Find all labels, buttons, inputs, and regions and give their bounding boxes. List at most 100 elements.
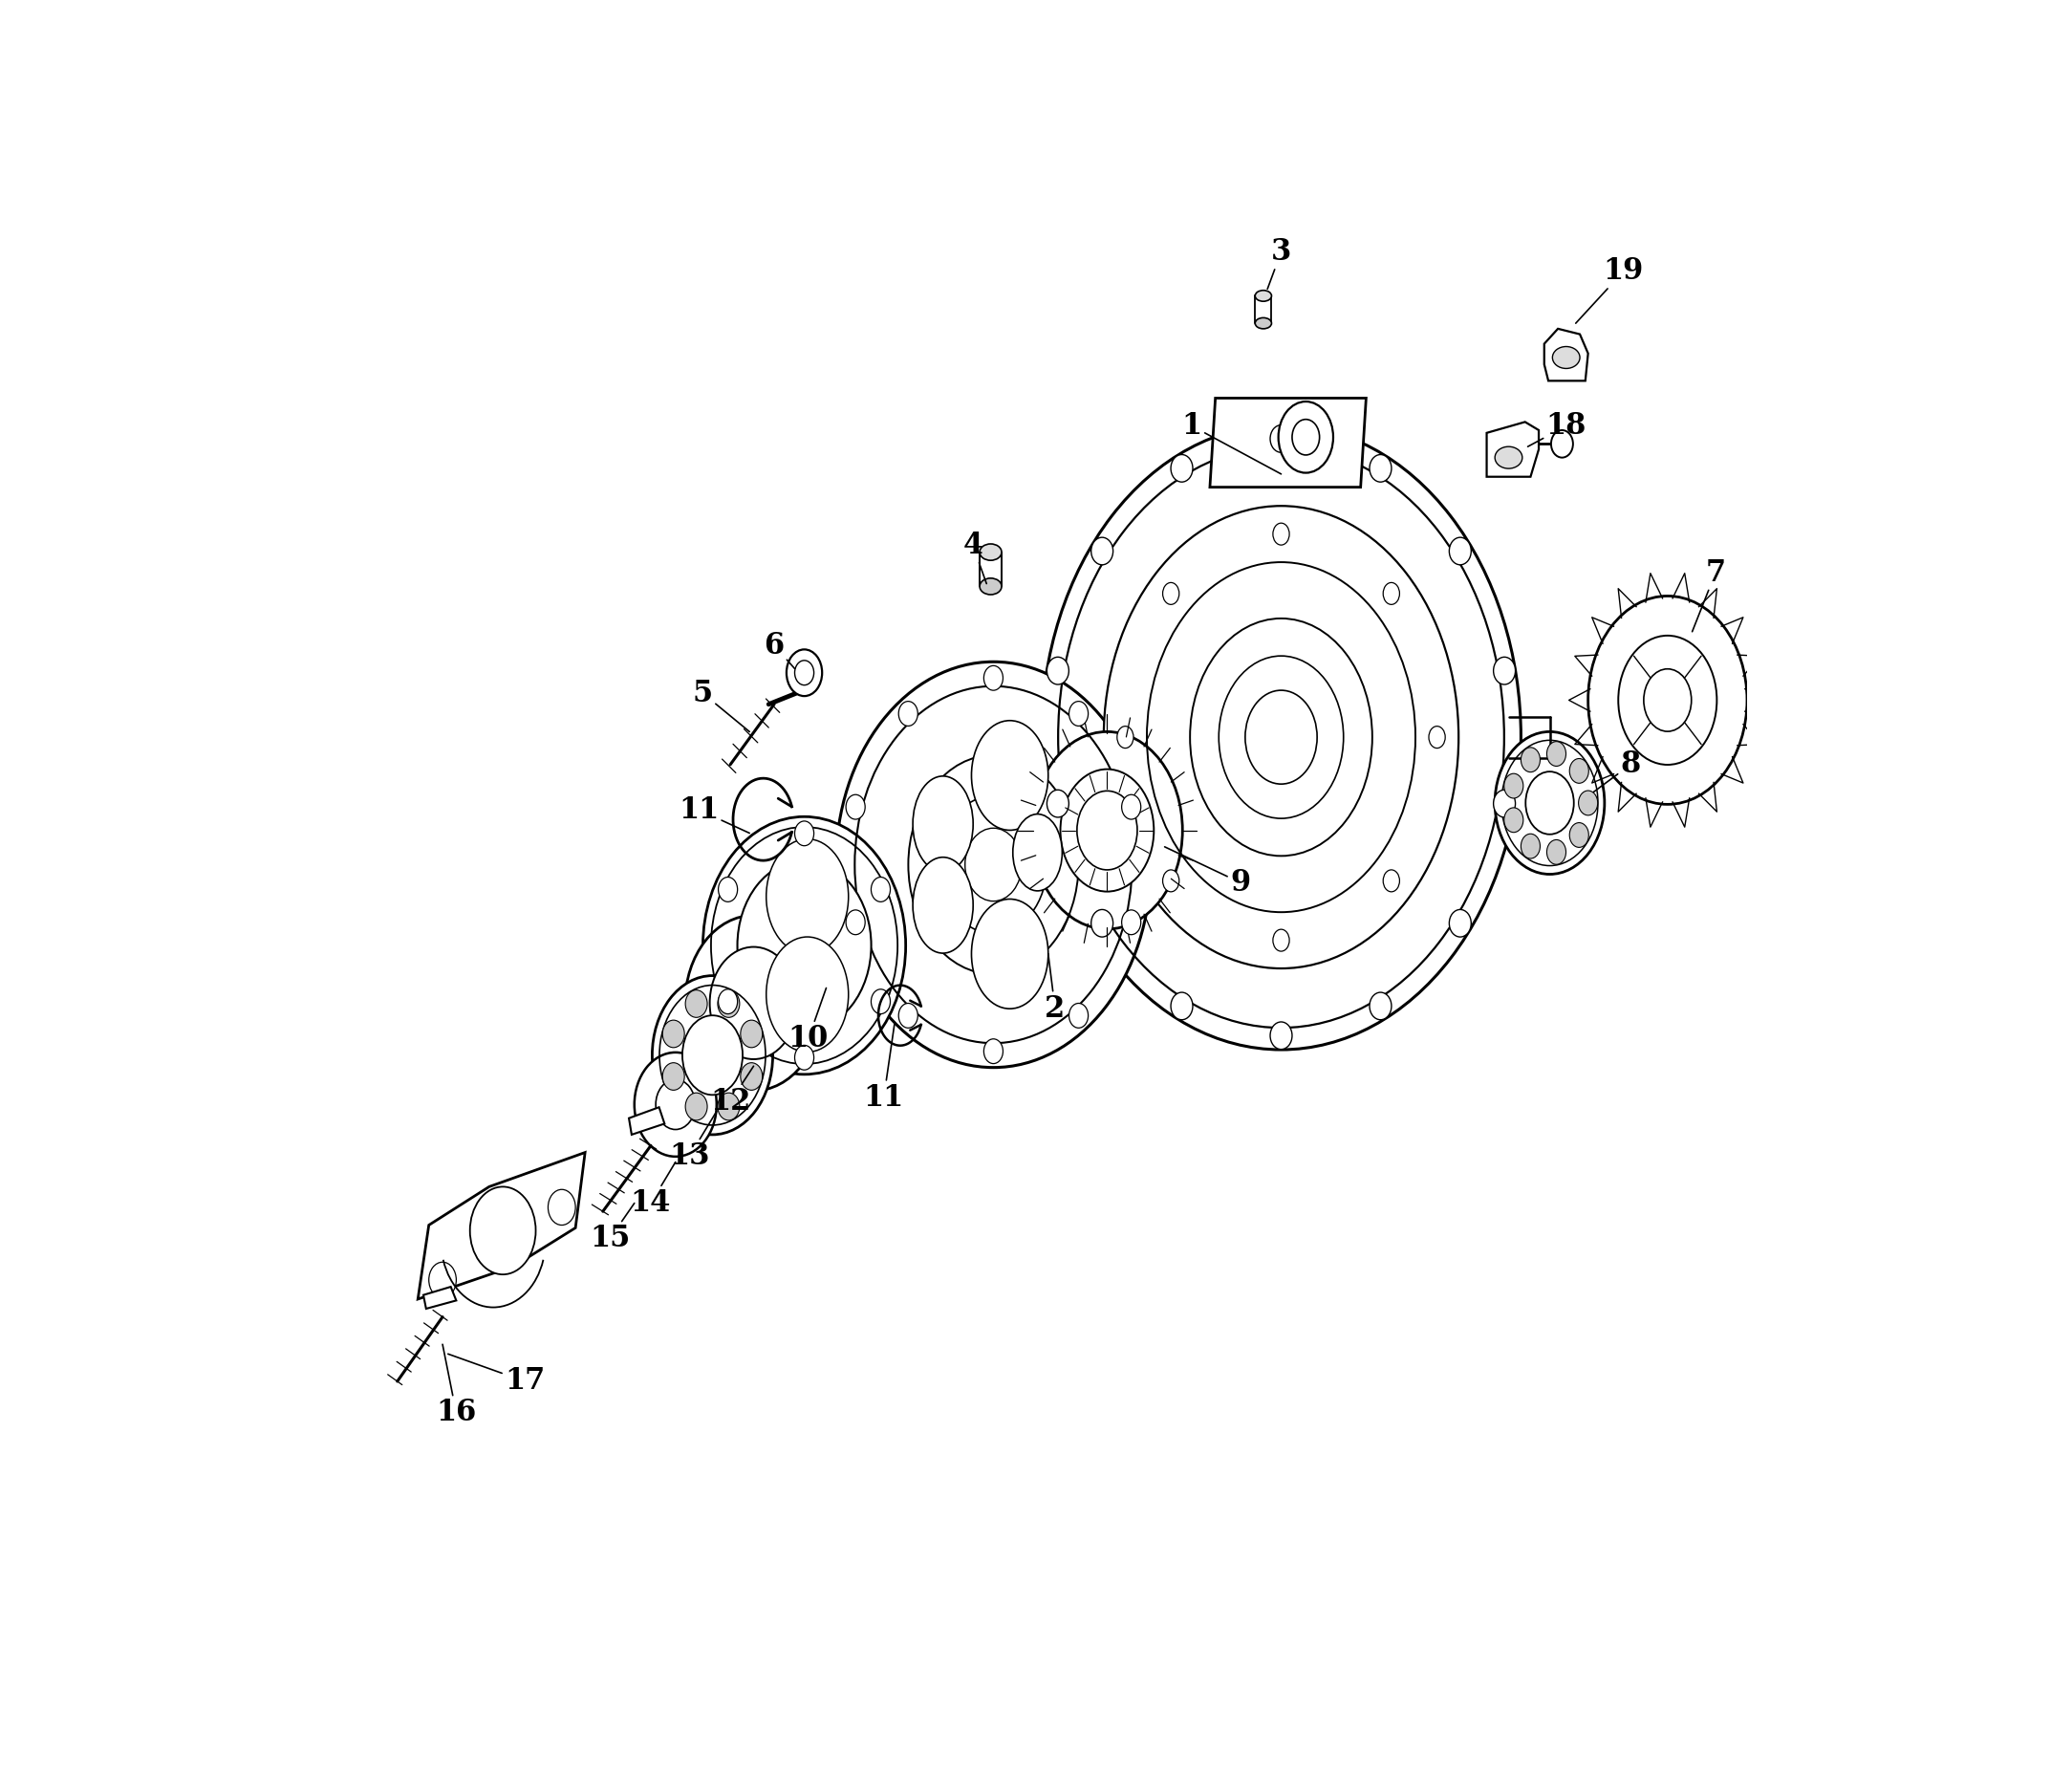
- Ellipse shape: [1278, 402, 1332, 473]
- Ellipse shape: [1293, 420, 1320, 456]
- Ellipse shape: [796, 1045, 814, 1070]
- Ellipse shape: [711, 947, 798, 1059]
- Text: 10: 10: [787, 988, 829, 1054]
- Ellipse shape: [1494, 657, 1515, 685]
- Ellipse shape: [717, 990, 740, 1018]
- Ellipse shape: [1552, 347, 1579, 368]
- Ellipse shape: [796, 821, 814, 845]
- Text: 11: 11: [680, 796, 750, 833]
- Ellipse shape: [1370, 991, 1392, 1020]
- Polygon shape: [423, 1287, 456, 1308]
- Ellipse shape: [738, 860, 870, 1031]
- Ellipse shape: [1013, 813, 1063, 890]
- Ellipse shape: [984, 666, 1003, 691]
- Ellipse shape: [1121, 794, 1142, 819]
- Ellipse shape: [914, 776, 974, 872]
- Ellipse shape: [1430, 726, 1446, 748]
- Text: 16: 16: [435, 1344, 477, 1428]
- Ellipse shape: [1370, 454, 1392, 482]
- Ellipse shape: [429, 1262, 456, 1298]
- Ellipse shape: [845, 794, 866, 819]
- Polygon shape: [419, 1152, 584, 1299]
- Ellipse shape: [796, 660, 814, 685]
- Ellipse shape: [1270, 425, 1293, 452]
- Ellipse shape: [1504, 774, 1523, 797]
- Ellipse shape: [1189, 618, 1372, 856]
- Ellipse shape: [1448, 910, 1471, 936]
- Text: 17: 17: [448, 1355, 545, 1396]
- Ellipse shape: [972, 721, 1048, 829]
- Ellipse shape: [1104, 506, 1459, 968]
- Ellipse shape: [1061, 769, 1154, 892]
- Ellipse shape: [740, 1020, 762, 1048]
- Ellipse shape: [1525, 771, 1575, 835]
- Ellipse shape: [686, 1093, 707, 1120]
- Ellipse shape: [941, 796, 1046, 933]
- Ellipse shape: [1077, 790, 1138, 870]
- Ellipse shape: [1042, 425, 1521, 1050]
- Ellipse shape: [835, 662, 1150, 1068]
- Ellipse shape: [1046, 790, 1069, 817]
- Ellipse shape: [1521, 833, 1539, 858]
- Ellipse shape: [899, 701, 918, 726]
- Ellipse shape: [470, 1187, 537, 1274]
- Ellipse shape: [767, 936, 847, 1052]
- Ellipse shape: [1270, 1022, 1293, 1048]
- Ellipse shape: [1171, 454, 1193, 482]
- Ellipse shape: [1032, 732, 1183, 929]
- Text: 15: 15: [591, 1203, 634, 1253]
- Ellipse shape: [870, 878, 891, 902]
- Ellipse shape: [1521, 748, 1539, 773]
- Text: 7: 7: [1693, 557, 1726, 632]
- Ellipse shape: [1272, 523, 1289, 545]
- Ellipse shape: [870, 990, 891, 1015]
- Ellipse shape: [1092, 910, 1113, 936]
- Ellipse shape: [682, 1015, 742, 1095]
- Ellipse shape: [1579, 790, 1598, 815]
- Text: 19: 19: [1575, 256, 1643, 324]
- Ellipse shape: [1384, 870, 1399, 892]
- Ellipse shape: [899, 1004, 918, 1027]
- Text: 11: 11: [864, 1022, 903, 1112]
- Ellipse shape: [1245, 691, 1318, 783]
- Ellipse shape: [1162, 582, 1179, 605]
- Text: 8: 8: [1593, 749, 1641, 792]
- Polygon shape: [630, 1107, 665, 1134]
- Ellipse shape: [686, 990, 707, 1018]
- Ellipse shape: [1552, 431, 1573, 457]
- Ellipse shape: [1272, 929, 1289, 951]
- Text: 18: 18: [1527, 411, 1587, 447]
- Ellipse shape: [1569, 822, 1589, 847]
- Ellipse shape: [1171, 991, 1193, 1020]
- Polygon shape: [1544, 329, 1587, 381]
- Ellipse shape: [1494, 732, 1604, 874]
- Ellipse shape: [717, 1093, 740, 1120]
- Ellipse shape: [1092, 538, 1113, 564]
- Ellipse shape: [663, 1020, 684, 1048]
- Ellipse shape: [1494, 790, 1515, 817]
- Text: 3: 3: [1268, 237, 1291, 288]
- Ellipse shape: [655, 1079, 696, 1130]
- Ellipse shape: [719, 990, 738, 1015]
- Ellipse shape: [1504, 808, 1523, 833]
- Ellipse shape: [787, 650, 823, 696]
- Ellipse shape: [1069, 701, 1088, 726]
- Ellipse shape: [719, 878, 738, 902]
- Text: 14: 14: [630, 1162, 675, 1218]
- Ellipse shape: [1256, 319, 1272, 329]
- Polygon shape: [1488, 422, 1539, 477]
- Ellipse shape: [1384, 582, 1399, 605]
- Text: 6: 6: [765, 630, 796, 669]
- Ellipse shape: [1569, 758, 1589, 783]
- Ellipse shape: [1618, 635, 1718, 765]
- Ellipse shape: [1448, 538, 1471, 564]
- Ellipse shape: [1117, 726, 1133, 748]
- Ellipse shape: [1121, 910, 1142, 934]
- Ellipse shape: [1069, 1004, 1088, 1027]
- Ellipse shape: [634, 1052, 717, 1157]
- Polygon shape: [1210, 399, 1365, 488]
- Ellipse shape: [740, 1063, 762, 1089]
- Ellipse shape: [1494, 447, 1523, 468]
- Ellipse shape: [1643, 669, 1691, 732]
- Text: 9: 9: [1164, 847, 1249, 897]
